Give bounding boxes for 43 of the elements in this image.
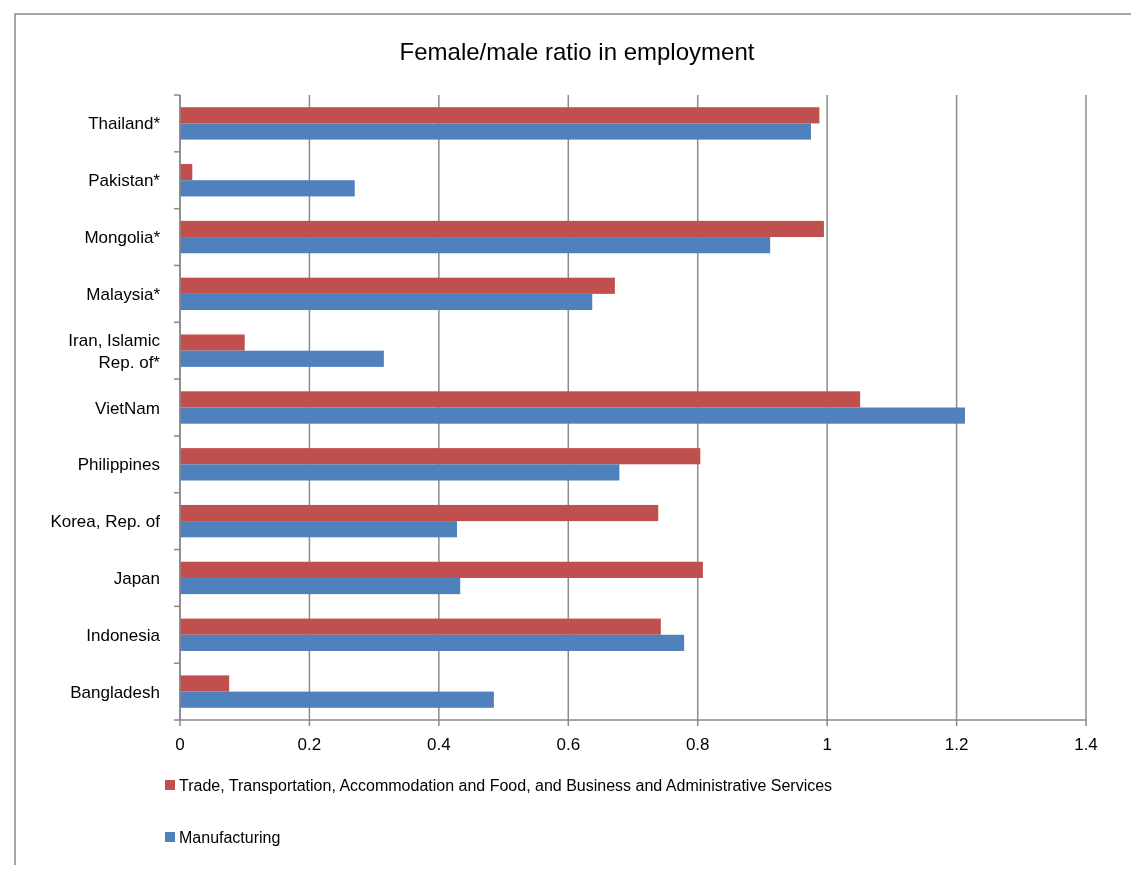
bar: [180, 577, 461, 595]
bar: [180, 123, 811, 140]
bar: [180, 277, 615, 294]
y-tick-label: Indonesia: [86, 625, 161, 645]
bar: [180, 675, 230, 692]
y-tick-label: Pakistan*: [88, 170, 161, 190]
y-tick-label: VietNam: [95, 398, 160, 417]
bar: [180, 293, 593, 311]
bar: [180, 107, 820, 124]
bar: [180, 407, 965, 424]
bar: [180, 220, 824, 238]
y-tick-label: Thailand*: [88, 113, 161, 133]
x-tick-label: 1: [822, 735, 832, 754]
x-tick-label: 1.4: [1074, 735, 1098, 754]
x-tick-label: 0.2: [297, 735, 322, 754]
bar: [180, 391, 861, 408]
x-tick-label: 0.4: [427, 735, 451, 754]
bar: [180, 618, 661, 635]
bar: [180, 634, 685, 651]
bar: [180, 180, 355, 197]
chart-title: Female/male ratio in employment: [399, 38, 755, 65]
y-tick-label: Mongolia*: [84, 227, 161, 247]
legend-label: Trade, Transportation, Accommodation and Food, and Business and Administrative Services: [179, 776, 833, 794]
y-tick-label: Bangladesh: [70, 682, 160, 702]
x-tick-label: 0.8: [685, 735, 710, 754]
bar: [180, 561, 703, 578]
bar: [180, 691, 494, 708]
bar: [180, 237, 771, 254]
x-tick-label: 0.6: [556, 735, 581, 754]
y-tick-label: Philippines: [77, 454, 160, 474]
y-tick-label: Korea, Rep. of: [50, 511, 161, 531]
bar: [180, 464, 620, 481]
bar: [180, 350, 384, 367]
bar: [180, 448, 701, 465]
legend-label: Manufacturing: [179, 828, 281, 846]
y-tick-label: Malaysia*: [86, 284, 161, 304]
bar: [180, 504, 659, 522]
x-tick-label: 1.2: [944, 735, 969, 754]
y-tick-label: Japan: [113, 568, 160, 588]
x-tick-label: 0: [175, 735, 185, 754]
y-tick-label: Iran, Islamic Rep. of*: [68, 330, 161, 372]
bar: [180, 334, 245, 351]
bar: [180, 521, 457, 538]
